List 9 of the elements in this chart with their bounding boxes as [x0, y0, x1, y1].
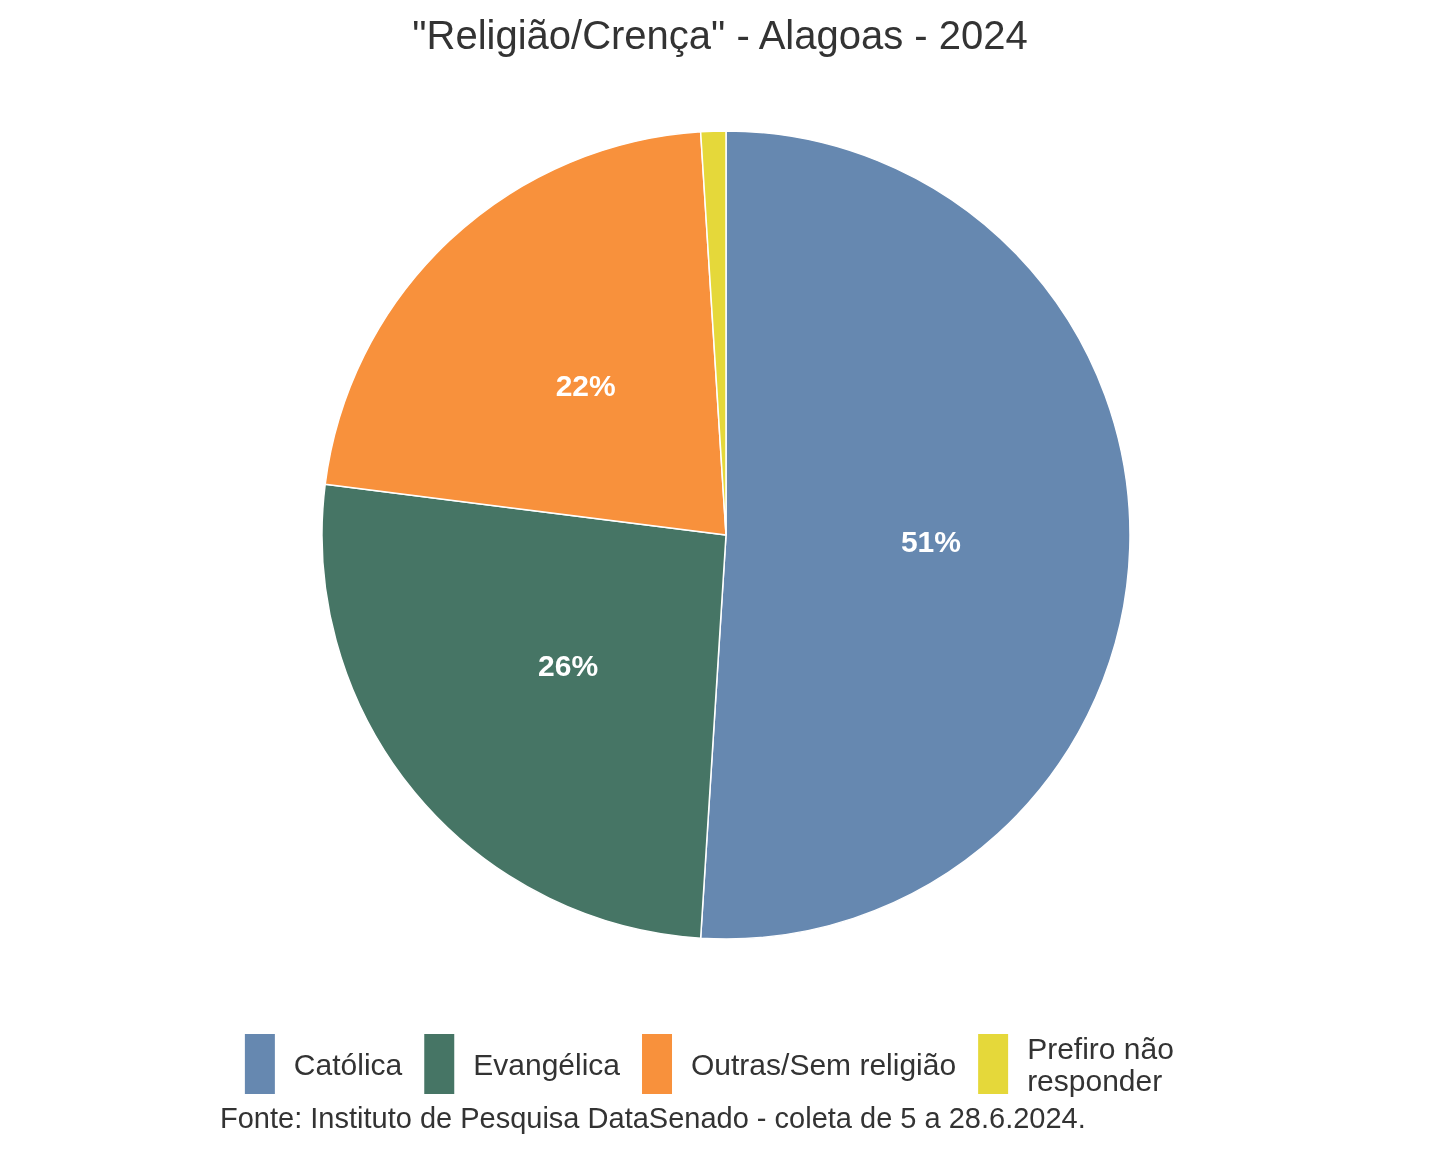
legend-label: Evangélica — [473, 1047, 621, 1081]
legend-label: Católica — [293, 1047, 403, 1081]
data-label: 51% — [900, 524, 961, 558]
legend-label: Prefiro não responder — [1027, 1031, 1183, 1097]
source-note: Fonte: Instituto de Pesquisa DataSenado - coleta de 5 a 28.6.2024. — [220, 1101, 1086, 1134]
data-label: 26% — [538, 649, 599, 683]
data-label: 22% — [555, 369, 616, 403]
legend-label: Outras/Sem religião — [691, 1047, 957, 1081]
chart-title: "Religião/Crença" - Alagoas - 2024 — [412, 13, 1028, 57]
